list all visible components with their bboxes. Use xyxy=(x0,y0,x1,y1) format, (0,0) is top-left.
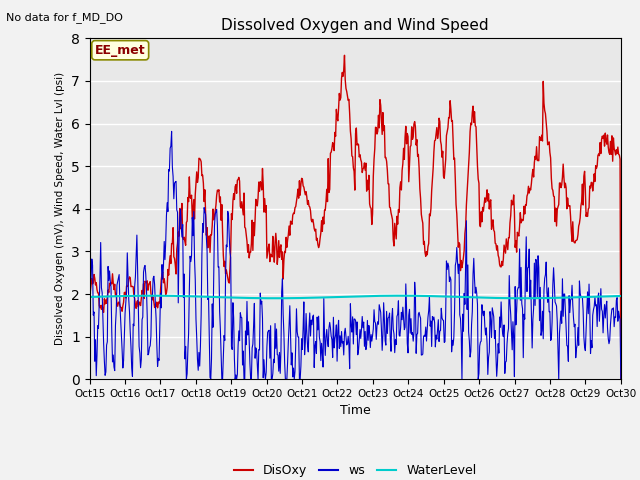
DisOxy xyxy=(340,52,348,58)
ws xyxy=(95,299,103,305)
DisOxy xyxy=(150,299,157,305)
Text: No data for f_MD_DO: No data for f_MD_DO xyxy=(6,12,124,23)
WaterLevel xyxy=(151,293,159,299)
Line: WaterLevel: WaterLevel xyxy=(90,296,621,298)
DisOxy xyxy=(232,182,240,188)
WaterLevel xyxy=(436,293,444,299)
Line: ws: ws xyxy=(90,132,621,379)
DisOxy xyxy=(436,119,444,124)
ws xyxy=(205,336,213,342)
WaterLevel xyxy=(617,293,625,299)
ws xyxy=(421,334,429,339)
DisOxy xyxy=(617,376,625,382)
WaterLevel xyxy=(205,294,212,300)
Y-axis label: Dissolved Oxygen (mV), Wind Speed, Water Lvl (psi): Dissolved Oxygen (mV), Wind Speed, Water… xyxy=(56,72,65,346)
WaterLevel xyxy=(520,295,527,301)
DisOxy xyxy=(95,302,103,308)
ws xyxy=(86,310,93,315)
DisOxy xyxy=(86,289,93,295)
Legend: DisOxy, ws, WaterLevel: DisOxy, ws, WaterLevel xyxy=(229,459,481,480)
ws xyxy=(234,372,241,377)
DisOxy xyxy=(420,239,428,244)
Text: EE_met: EE_met xyxy=(95,44,145,57)
ws xyxy=(168,129,175,134)
WaterLevel xyxy=(420,293,428,299)
X-axis label: Time: Time xyxy=(340,405,371,418)
WaterLevel xyxy=(86,294,93,300)
Title: Dissolved Oxygen and Wind Speed: Dissolved Oxygen and Wind Speed xyxy=(221,18,489,33)
WaterLevel xyxy=(148,293,156,299)
DisOxy xyxy=(204,245,212,251)
Line: DisOxy: DisOxy xyxy=(90,55,621,379)
ws xyxy=(436,328,444,334)
ws xyxy=(150,274,157,279)
ws xyxy=(617,376,625,382)
ws xyxy=(182,376,190,382)
WaterLevel xyxy=(233,295,241,300)
WaterLevel xyxy=(95,294,103,300)
